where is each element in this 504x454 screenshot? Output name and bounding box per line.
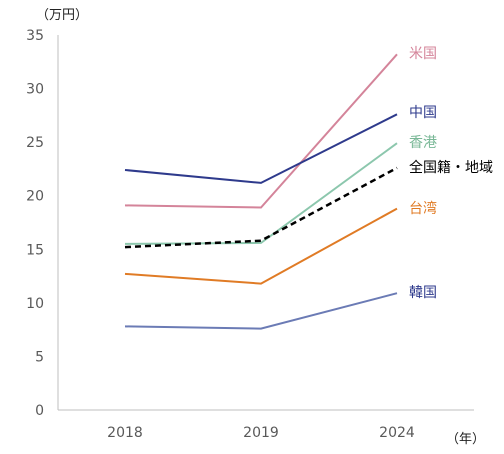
x-axis-unit-label: （年） xyxy=(446,432,485,447)
series-label: 韓国 xyxy=(409,285,437,301)
series-label: 中国 xyxy=(409,105,437,121)
x-tick-label: 2019 xyxy=(243,425,279,441)
x-tick-labels: 2018 2019 2024 xyxy=(107,425,415,441)
series-label: 米国 xyxy=(409,46,437,62)
series-line xyxy=(124,292,398,330)
y-tick-label: 0 xyxy=(35,403,44,419)
series-line xyxy=(124,113,398,184)
series-label: 台湾 xyxy=(409,200,437,217)
series-line xyxy=(124,53,398,209)
y-tick-label: 5 xyxy=(35,349,44,365)
y-tick-label: 10 xyxy=(26,296,44,312)
series-line xyxy=(124,142,398,245)
y-tick-label: 20 xyxy=(26,189,44,205)
x-tick-label: 2024 xyxy=(379,425,415,441)
y-tick-label: 30 xyxy=(26,82,44,98)
series-label: 全国籍・地域 xyxy=(409,159,493,176)
y-tick-label: 15 xyxy=(26,242,44,258)
y-axis-unit-label: （万円） xyxy=(36,8,88,23)
series-line xyxy=(124,207,398,285)
y-tick-label: 35 xyxy=(26,28,44,44)
x-tick-label: 2018 xyxy=(107,425,143,441)
y-tick-labels: 0 5 10 15 20 25 30 35 xyxy=(26,28,44,419)
y-tick-label: 25 xyxy=(26,135,44,151)
series-lines xyxy=(124,53,398,330)
series-label: 香港 xyxy=(409,135,437,151)
series-line xyxy=(124,166,398,249)
